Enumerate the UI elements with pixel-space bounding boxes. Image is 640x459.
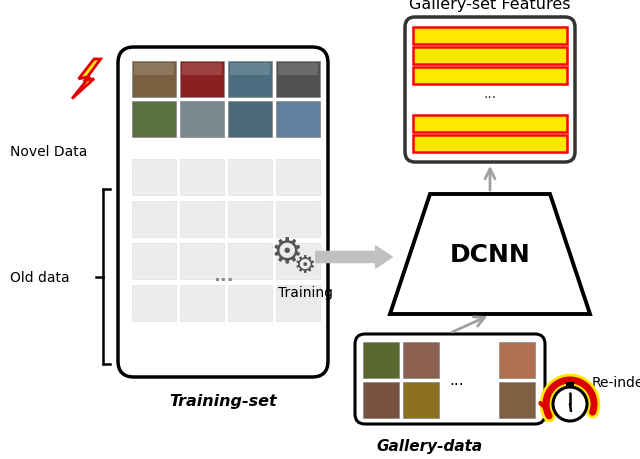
- Bar: [363, 382, 399, 418]
- Bar: [182, 64, 222, 76]
- Bar: [228, 160, 272, 196]
- Bar: [183, 246, 221, 276]
- Bar: [413, 48, 567, 65]
- FancyBboxPatch shape: [405, 18, 575, 162]
- Bar: [413, 28, 567, 45]
- Bar: [403, 382, 439, 418]
- Bar: [135, 162, 173, 193]
- Bar: [135, 246, 173, 276]
- Bar: [276, 285, 320, 321]
- Bar: [180, 202, 224, 237]
- Text: Gallery-set Features: Gallery-set Features: [409, 0, 571, 12]
- Bar: [363, 342, 399, 378]
- Bar: [135, 288, 173, 318]
- Bar: [279, 288, 317, 318]
- Text: ...: ...: [449, 373, 463, 388]
- Bar: [276, 160, 320, 196]
- Bar: [413, 136, 567, 153]
- Bar: [276, 62, 320, 98]
- Bar: [231, 205, 269, 235]
- Text: DCNN: DCNN: [450, 242, 531, 266]
- Bar: [231, 288, 269, 318]
- Bar: [180, 102, 224, 138]
- Bar: [183, 162, 221, 193]
- Bar: [499, 342, 535, 378]
- Bar: [228, 202, 272, 237]
- Text: ...: ...: [212, 266, 234, 285]
- Bar: [499, 382, 535, 418]
- Circle shape: [553, 387, 587, 421]
- Bar: [413, 68, 567, 85]
- FancyArrowPatch shape: [316, 246, 392, 269]
- Bar: [230, 64, 270, 76]
- Bar: [279, 162, 317, 193]
- Bar: [132, 285, 176, 321]
- Bar: [228, 243, 272, 280]
- Text: Training-set: Training-set: [169, 393, 277, 408]
- Bar: [132, 102, 176, 138]
- Bar: [132, 62, 176, 98]
- Bar: [279, 246, 317, 276]
- Text: ...: ...: [483, 87, 497, 101]
- Bar: [180, 243, 224, 280]
- Bar: [278, 64, 318, 76]
- Polygon shape: [72, 60, 100, 100]
- Bar: [135, 205, 173, 235]
- Bar: [228, 62, 272, 98]
- Bar: [228, 102, 272, 138]
- Text: ⚙: ⚙: [294, 253, 316, 277]
- Bar: [132, 202, 176, 237]
- FancyBboxPatch shape: [355, 334, 545, 424]
- Text: Novel Data: Novel Data: [10, 145, 88, 159]
- Bar: [231, 246, 269, 276]
- Text: Gallery-data: Gallery-data: [377, 438, 483, 453]
- Bar: [132, 160, 176, 196]
- Bar: [183, 288, 221, 318]
- Bar: [276, 102, 320, 138]
- Polygon shape: [390, 195, 590, 314]
- Text: Training: Training: [278, 285, 333, 299]
- Bar: [180, 62, 224, 98]
- FancyBboxPatch shape: [118, 48, 328, 377]
- Bar: [180, 285, 224, 321]
- Bar: [134, 64, 174, 76]
- Bar: [276, 202, 320, 237]
- Bar: [183, 205, 221, 235]
- Bar: [228, 285, 272, 321]
- Bar: [180, 160, 224, 196]
- Bar: [403, 342, 439, 378]
- Bar: [231, 162, 269, 193]
- Text: ⚙: ⚙: [271, 235, 303, 269]
- Text: Re-indexing: Re-indexing: [592, 375, 640, 389]
- Bar: [276, 243, 320, 280]
- Bar: [132, 243, 176, 280]
- Bar: [413, 116, 567, 133]
- Text: Old data: Old data: [10, 270, 70, 285]
- Bar: [279, 205, 317, 235]
- Bar: [566, 382, 574, 387]
